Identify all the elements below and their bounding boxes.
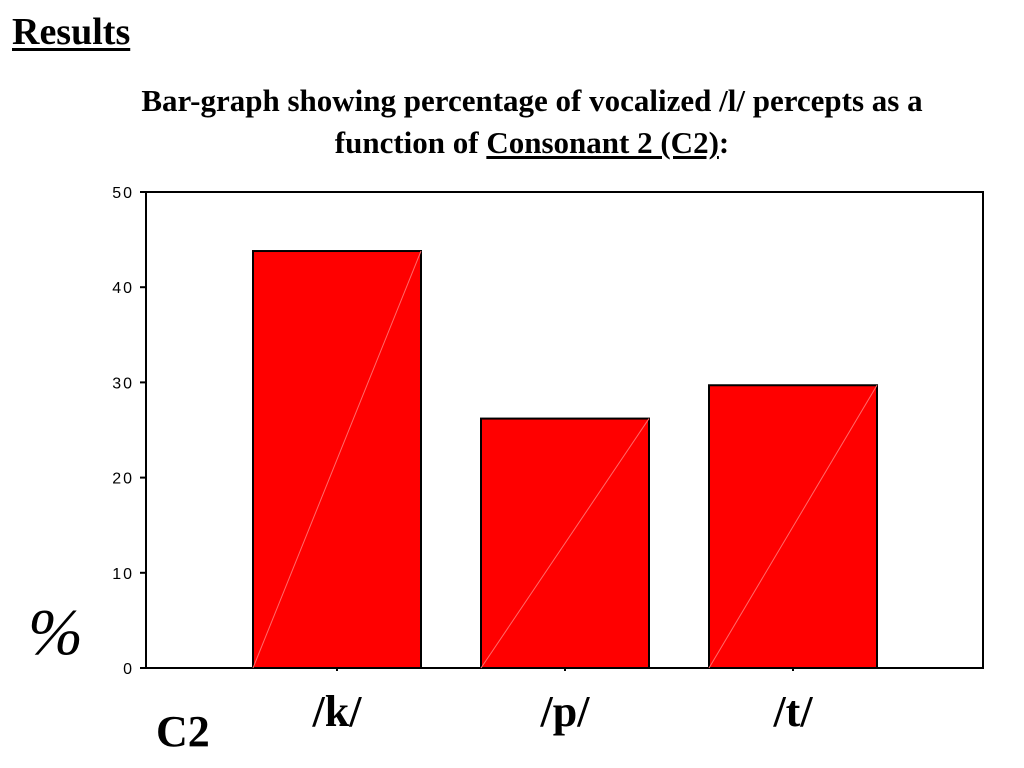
caption-line-2-prefix: function of xyxy=(334,125,487,160)
bar-shading-0 xyxy=(252,250,422,669)
x-tick-label-0: /k/ xyxy=(312,687,363,736)
caption-line-2-underlined: Consonant 2 (C2) xyxy=(486,125,719,160)
bar-group xyxy=(252,250,878,671)
y-tick-label-2: 20 xyxy=(112,471,134,488)
y-axis-label: % xyxy=(28,596,83,669)
x-axis-labels: /k/ /p/ /t/ xyxy=(312,687,814,736)
x-axis-label: C2 xyxy=(156,707,210,756)
y-tick-label-5: 50 xyxy=(112,185,134,202)
x-tick-label-2: /t/ xyxy=(772,687,813,736)
caption-line-1: Bar-graph showing percentage of vocalize… xyxy=(141,83,923,118)
y-tick-label-3: 30 xyxy=(112,375,134,392)
y-tick-label-4: 40 xyxy=(112,280,134,297)
slide-heading: Results xyxy=(12,11,131,53)
y-tick-label-0: 0 xyxy=(123,661,134,678)
caption-line-2-suffix: : xyxy=(718,125,730,160)
y-tick-label-1: 10 xyxy=(112,566,134,583)
y-axis-ticks: 0 10 20 30 40 50 xyxy=(112,185,146,678)
chart-caption: Bar-graph showing percentage of vocalize… xyxy=(40,80,1024,164)
x-tick-label-1: /p/ xyxy=(540,687,591,736)
bar-shading-1 xyxy=(480,418,650,669)
bar-shading-2 xyxy=(708,385,878,669)
